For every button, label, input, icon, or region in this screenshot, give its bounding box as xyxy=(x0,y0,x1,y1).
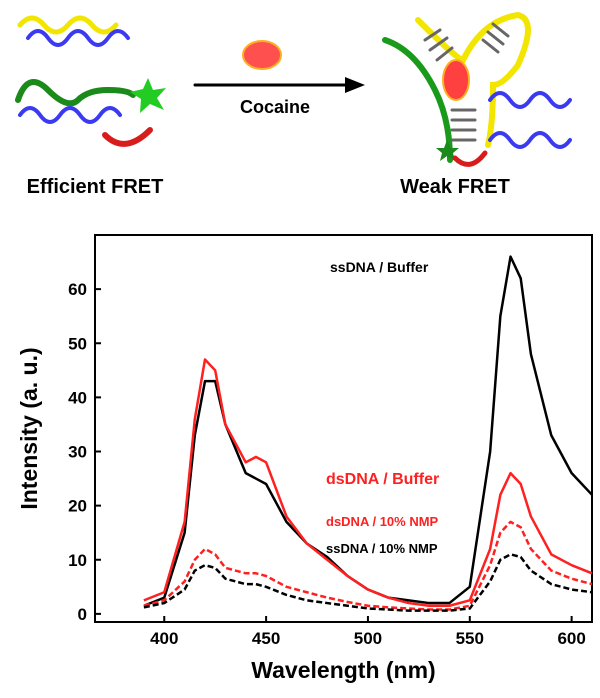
dna-blue xyxy=(26,29,130,47)
y-tick-label: 0 xyxy=(78,605,87,624)
x-tick-label: 600 xyxy=(557,629,585,648)
y-tick-label: 50 xyxy=(68,334,87,353)
x-tick-label: 500 xyxy=(354,629,382,648)
y-tick-label: 20 xyxy=(68,497,87,516)
series-line xyxy=(143,553,593,612)
dna-blue xyxy=(488,91,572,109)
x-tick-label: 450 xyxy=(252,629,280,648)
series-label: dsDNA / Buffer xyxy=(326,471,439,488)
y-axis-label: Intensity (a. u.) xyxy=(16,347,42,509)
dna-blue xyxy=(488,131,572,149)
series-label: dsDNA / 10% NMP xyxy=(326,514,439,529)
fluorophore xyxy=(436,140,459,161)
chart: 0 10 20 30 40 50 60 400 450 500 550 600 Wavelength (… xyxy=(16,234,593,683)
y-tick-label: 10 xyxy=(68,551,87,570)
series-label: ssDNA / 10% NMP xyxy=(326,541,438,556)
right-label: Weak FRET xyxy=(400,176,510,198)
left-label: Efficient FRET xyxy=(27,176,164,198)
ssdna-green xyxy=(15,79,136,107)
x-tick-label: 550 xyxy=(456,629,484,648)
dna-blue xyxy=(18,106,122,124)
arrow-label: Cocaine xyxy=(240,97,310,117)
base-pairs xyxy=(423,22,510,142)
y-tick-label: 40 xyxy=(68,388,87,407)
cocaine xyxy=(442,59,470,101)
y-tick-label: 30 xyxy=(68,443,87,462)
series-label: ssDNA / Buffer xyxy=(330,259,429,275)
aptamer-green xyxy=(382,37,453,163)
ssdna-yellow xyxy=(17,15,119,35)
scheme xyxy=(15,11,572,167)
fluorophore xyxy=(130,78,166,113)
y-tick-label: 60 xyxy=(68,280,87,299)
series-line xyxy=(143,358,593,608)
arrowhead xyxy=(345,77,365,93)
fret-arrow xyxy=(102,127,153,147)
plot-frame xyxy=(94,234,593,623)
x-tick-label: 400 xyxy=(150,629,178,648)
cocaine xyxy=(242,40,282,70)
series-line xyxy=(143,520,593,611)
fret-arrow xyxy=(452,150,488,167)
aptamer-yellow xyxy=(415,11,531,148)
x-axis-label: Wavelength (nm) xyxy=(251,657,435,683)
